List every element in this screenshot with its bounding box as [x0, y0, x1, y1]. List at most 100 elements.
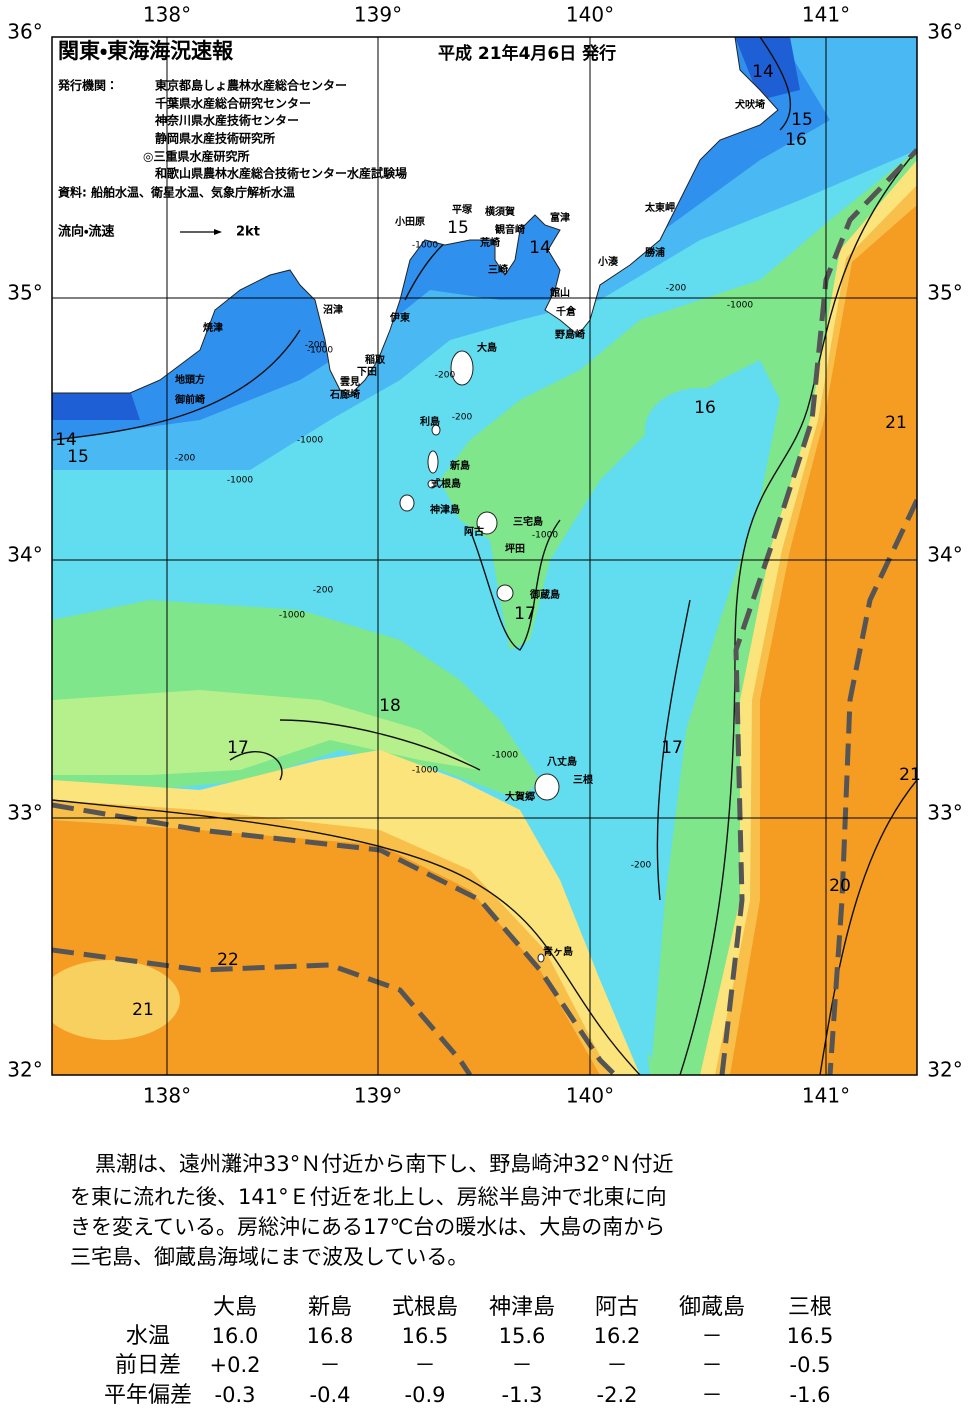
place-name: 大賀郷 [505, 790, 535, 803]
lat-label: 32° [7, 1058, 42, 1082]
table-cell: -0.5 [790, 1353, 831, 1377]
table-header: 式根島 [392, 1295, 458, 1320]
depth-label: -200 [305, 341, 326, 351]
lat-label: 33° [7, 801, 42, 825]
isotherm-label: 20 [829, 876, 851, 896]
sea [52, 37, 917, 1075]
island [537, 953, 545, 963]
lon-label: 141° [802, 1084, 850, 1108]
graticule [52, 37, 917, 1075]
depth-label: -1000 [412, 766, 438, 776]
island [427, 479, 437, 489]
title: 関東・東海海況速報 [58, 39, 234, 63]
isotherm-label: 15 [791, 110, 813, 130]
issuer-label: 発行機関： [57, 78, 118, 93]
place-name: 太東岬 [644, 201, 675, 214]
table-cell: -1.6 [790, 1383, 831, 1407]
place-name: 神津島 [429, 503, 460, 516]
lat-label: 35° [927, 281, 962, 305]
legend-arrowhead [214, 229, 222, 235]
table-cell: 16.8 [307, 1324, 354, 1348]
place-name: 伊東 [389, 311, 410, 324]
depth-label: -1000 [532, 531, 558, 541]
table-cell: 16.0 [212, 1324, 259, 1348]
place-name: 地頭方 [175, 373, 205, 386]
sea-zone [540, 500, 720, 1060]
lon-label: 139° [354, 3, 402, 27]
isotherm-label: 17 [661, 738, 683, 758]
table-cell: － [512, 1353, 533, 1377]
sea-zone [52, 960, 180, 1040]
isotherm-label: 15 [67, 447, 89, 467]
sources: 資料: 船舶水温、衛星水温、気象庁解析水温 [58, 185, 295, 200]
depth-label: -200 [313, 586, 334, 596]
island [450, 350, 474, 386]
table-header: 神津島 [489, 1295, 555, 1320]
isotherm [52, 37, 917, 1075]
place-name: 焼津 [203, 321, 223, 334]
isotherm-label: 16 [694, 398, 716, 418]
issuer: 和歌山県農林水産総合技術センター水産試験場 [154, 166, 407, 181]
island [427, 450, 439, 474]
table-cell: -1.3 [502, 1383, 543, 1407]
place-name: 平塚 [452, 203, 473, 216]
place-name: 三宅島 [513, 515, 543, 528]
lat-label: 34° [927, 543, 962, 567]
islands [399, 350, 560, 963]
table-cell: -0.3 [215, 1383, 256, 1407]
issuer: ◎三重県水産研究所 [143, 149, 249, 164]
place-name: 大島 [477, 341, 497, 354]
place-name: 八丈島 [547, 755, 577, 768]
table-header: 御蔵島 [679, 1295, 745, 1320]
island [431, 424, 441, 436]
island [496, 584, 514, 602]
table-cell: +0.2 [210, 1353, 261, 1377]
depth-label: -200 [452, 413, 473, 423]
table-row-label: 水温 [126, 1324, 170, 1349]
place-name: 沼津 [323, 303, 343, 316]
description-line: きを変えている。房総沖にある17℃台の暖水は、大島の南から [70, 1215, 665, 1239]
lat-label: 36° [927, 20, 962, 44]
depth-label: -1000 [279, 611, 305, 621]
table-cell: － [415, 1353, 436, 1377]
depth-label: -200 [631, 861, 652, 871]
isotherm-label: 14 [55, 430, 77, 450]
depth-label: -200 [666, 284, 687, 294]
lon-label: 138° [143, 3, 191, 27]
table-cell: － [702, 1353, 723, 1377]
place-name: 下田 [357, 366, 377, 378]
description-line: 黒潮は、遠州灘沖33°Ｎ付近から南下し、野島崎沖32°Ｎ付近 [95, 1152, 673, 1176]
table-header: 大島 [213, 1295, 257, 1320]
island [476, 511, 498, 535]
place-name: 富津 [550, 211, 570, 224]
place-name: 新島 [449, 459, 470, 472]
legend-speed: 2kt [236, 225, 260, 240]
lat-label: 33° [927, 801, 962, 825]
isotherm-label: 21 [132, 1000, 154, 1020]
sea-zone [645, 388, 755, 472]
table-cell: -0.4 [310, 1383, 351, 1407]
place-name: 千倉 [556, 305, 577, 318]
table-cell: -0.9 [405, 1383, 446, 1407]
depth-label: -200 [435, 371, 456, 381]
place-name: 利島 [420, 415, 440, 428]
isotherm-label: 17 [227, 738, 249, 758]
place-name: 犬吠埼 [735, 98, 765, 111]
island [534, 773, 560, 801]
issuer: 千葉県水産総合研究センター [155, 96, 311, 111]
isotherm-label: 14 [752, 62, 774, 82]
lon-label: 140° [566, 3, 614, 27]
table-cell: － [702, 1324, 723, 1348]
depth-label: -1000 [307, 346, 333, 356]
lat-label: 36° [7, 20, 42, 44]
isotherm-label: 16 [785, 130, 807, 150]
land [52, 37, 779, 396]
isotherm-label: 21 [885, 413, 907, 433]
place-name: 勝浦 [645, 246, 665, 259]
table-cell: － [320, 1353, 341, 1377]
isotherm-label: 22 [217, 950, 239, 970]
lon-label: 138° [143, 1084, 191, 1108]
depth-label: -1000 [727, 301, 753, 311]
